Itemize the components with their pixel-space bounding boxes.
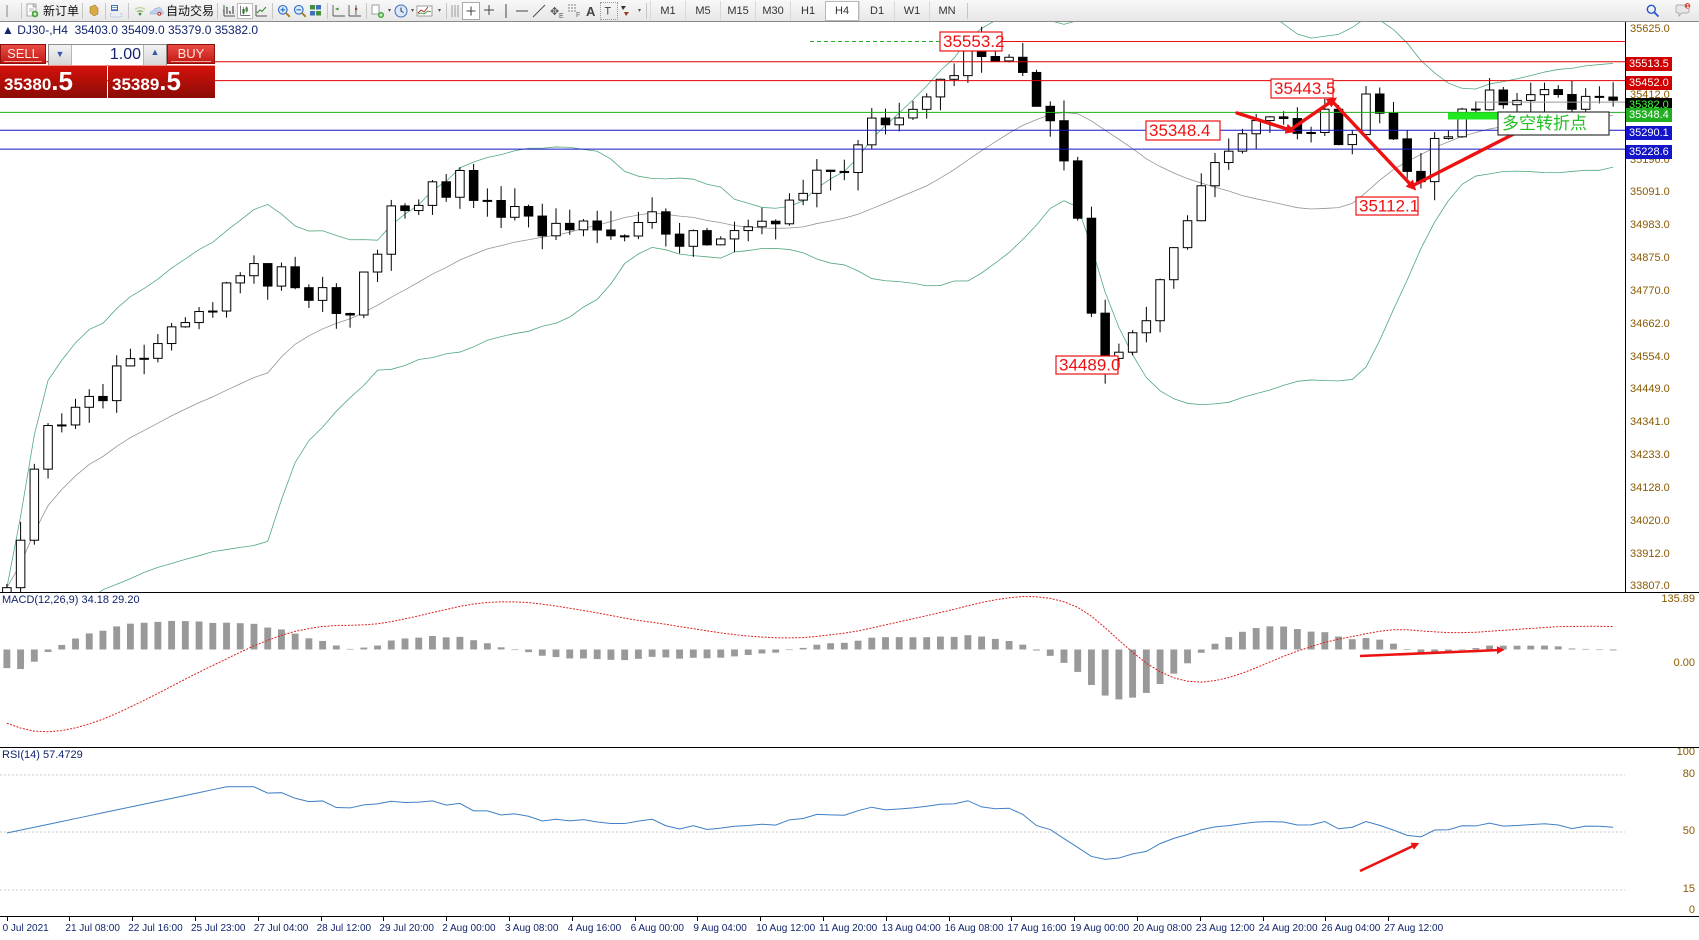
svg-text:T: T <box>605 5 612 17</box>
svg-text:多空转折点: 多空转折点 <box>1502 114 1587 133</box>
svg-text:35112.1: 35112.1 <box>1359 197 1419 216</box>
svg-text:F: F <box>576 12 580 19</box>
svg-text:35348.4: 35348.4 <box>1149 121 1210 140</box>
svg-text:A: A <box>586 4 596 19</box>
svg-text:34489.0: 34489.0 <box>1059 356 1120 375</box>
svg-text:35553.2: 35553.2 <box>943 32 1004 51</box>
svg-text:35443.5: 35443.5 <box>1274 79 1335 98</box>
svg-text:✥: ✥ <box>550 6 559 18</box>
svg-text:E: E <box>559 13 564 20</box>
svg-text:1: 1 <box>1686 3 1689 9</box>
